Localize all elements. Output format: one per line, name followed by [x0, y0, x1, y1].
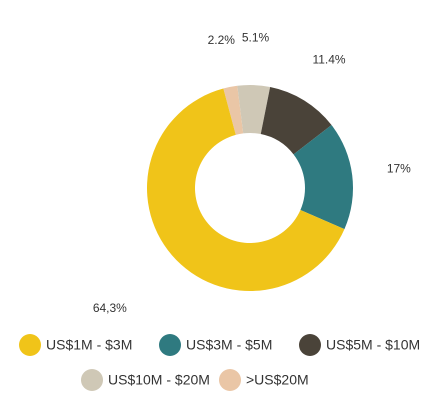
- legend-swatch: [219, 369, 241, 391]
- legend-swatch: [299, 334, 321, 356]
- legend-swatch: [159, 334, 181, 356]
- legend-label: US$1M - $3M: [46, 337, 132, 353]
- legend-label: US$3M - $5M: [186, 337, 272, 353]
- legend-label: US$10M - $20M: [108, 372, 210, 388]
- donut-slice: [293, 125, 353, 230]
- donut-slice: [237, 85, 271, 135]
- donut-slice: [146, 88, 345, 291]
- data-label: 2.2%: [208, 33, 236, 47]
- legend-swatch: [19, 334, 41, 356]
- legend-label: US$5M - $10M: [326, 337, 420, 353]
- donut-slice: [260, 86, 332, 155]
- data-label: 5.1%: [242, 30, 270, 44]
- legend-label: >US$20M: [246, 372, 309, 388]
- data-label: 17%: [387, 162, 411, 176]
- data-label: 11.4%: [312, 53, 345, 67]
- legend-swatch: [81, 369, 103, 391]
- donut-slice: [223, 85, 244, 135]
- data-label: 64,3%: [93, 301, 127, 315]
